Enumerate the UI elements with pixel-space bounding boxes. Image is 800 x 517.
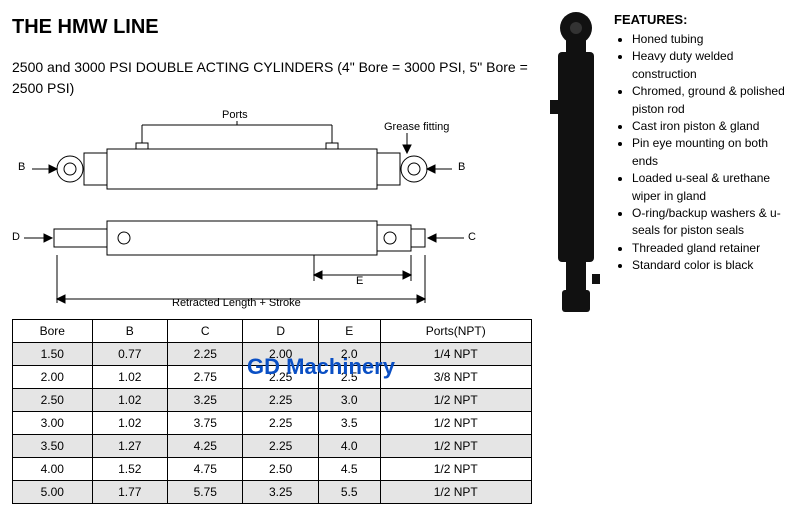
table-cell: 3.0: [318, 389, 380, 412]
table-cell: 1.27: [92, 435, 167, 458]
table-cell: 2.25: [243, 435, 318, 458]
table-cell: 3.5: [318, 412, 380, 435]
table-cell: 1/2 NPT: [380, 412, 532, 435]
table-cell: 1.02: [92, 389, 167, 412]
label-e: E: [356, 275, 363, 287]
label-retracted: Retracted Length + Stroke: [172, 297, 301, 309]
table-cell: 4.25: [168, 435, 243, 458]
page-subtitle: 2500 and 3000 PSI DOUBLE ACTING CYLINDER…: [12, 57, 532, 99]
table-cell: 1/2 NPT: [380, 435, 532, 458]
feature-item: Loaded u-seal & urethane wiper in gland: [632, 170, 788, 205]
table-cell: 2.50: [13, 389, 93, 412]
table-cell: 3.75: [168, 412, 243, 435]
table-header: E: [318, 320, 380, 343]
table-header: D: [243, 320, 318, 343]
table-cell: 1.02: [92, 366, 167, 389]
feature-item: Threaded gland retainer: [632, 240, 788, 257]
label-d: D: [12, 231, 20, 243]
table-cell: 4.0: [318, 435, 380, 458]
table-row: 5.001.775.753.255.51/2 NPT: [13, 481, 532, 504]
features-list: Honed tubingHeavy duty welded constructi…: [614, 31, 788, 274]
table-cell: 1.77: [92, 481, 167, 504]
cylinder-photo: [548, 12, 604, 322]
table-cell: 3.25: [243, 481, 318, 504]
feature-item: Pin eye mounting on both ends: [632, 135, 788, 170]
label-c: C: [468, 231, 476, 243]
table-row: 4.001.524.752.504.51/2 NPT: [13, 458, 532, 481]
label-b-right: B: [458, 161, 465, 173]
table-cell: 2.25: [168, 343, 243, 366]
table-cell: 3/8 NPT: [380, 366, 532, 389]
table-cell: 2.25: [243, 389, 318, 412]
table-cell: 1.52: [92, 458, 167, 481]
feature-item: Heavy duty welded construction: [632, 48, 788, 83]
table-cell: 5.00: [13, 481, 93, 504]
table-header: C: [168, 320, 243, 343]
feature-item: Cast iron piston & gland: [632, 118, 788, 135]
table-cell: 2.50: [243, 458, 318, 481]
table-cell: 5.5: [318, 481, 380, 504]
table-cell: 4.5: [318, 458, 380, 481]
table-cell: 5.75: [168, 481, 243, 504]
table-row: 2.501.023.252.253.01/2 NPT: [13, 389, 532, 412]
table-cell: 3.00: [13, 412, 93, 435]
label-ports: Ports: [222, 109, 248, 121]
spec-table: BoreBCDEPorts(NPT) 1.500.772.252.002.01/…: [12, 319, 532, 504]
feature-item: O-ring/backup washers & u-seals for pist…: [632, 205, 788, 240]
table-cell: 1.02: [92, 412, 167, 435]
table-cell: 3.50: [13, 435, 93, 458]
label-b-left: B: [18, 161, 25, 173]
watermark-text: GD Machinery: [247, 354, 395, 380]
label-grease-fitting: Grease fitting: [384, 121, 449, 133]
table-cell: 2.00: [13, 366, 93, 389]
cylinder-diagram: Ports Grease fitting B B D C E Retracted…: [12, 113, 532, 313]
table-header: Bore: [13, 320, 93, 343]
table-cell: 1.50: [13, 343, 93, 366]
table-cell: 3.25: [168, 389, 243, 412]
table-cell: 1/4 NPT: [380, 343, 532, 366]
table-cell: 1/2 NPT: [380, 458, 532, 481]
feature-item: Chromed, ground & polished piston rod: [632, 83, 788, 118]
feature-item: Standard color is black: [632, 257, 788, 274]
table-cell: 2.75: [168, 366, 243, 389]
table-row: 3.001.023.752.253.51/2 NPT: [13, 412, 532, 435]
table-cell: 1/2 NPT: [380, 481, 532, 504]
page-title: THE HMW LINE: [12, 16, 532, 39]
feature-item: Honed tubing: [632, 31, 788, 48]
table-cell: 0.77: [92, 343, 167, 366]
features-heading: FEATURES:: [614, 12, 788, 27]
table-row: 3.501.274.252.254.01/2 NPT: [13, 435, 532, 458]
table-header: B: [92, 320, 167, 343]
table-cell: 4.00: [13, 458, 93, 481]
table-cell: 1/2 NPT: [380, 389, 532, 412]
table-header: Ports(NPT): [380, 320, 532, 343]
table-cell: 4.75: [168, 458, 243, 481]
table-cell: 2.25: [243, 412, 318, 435]
